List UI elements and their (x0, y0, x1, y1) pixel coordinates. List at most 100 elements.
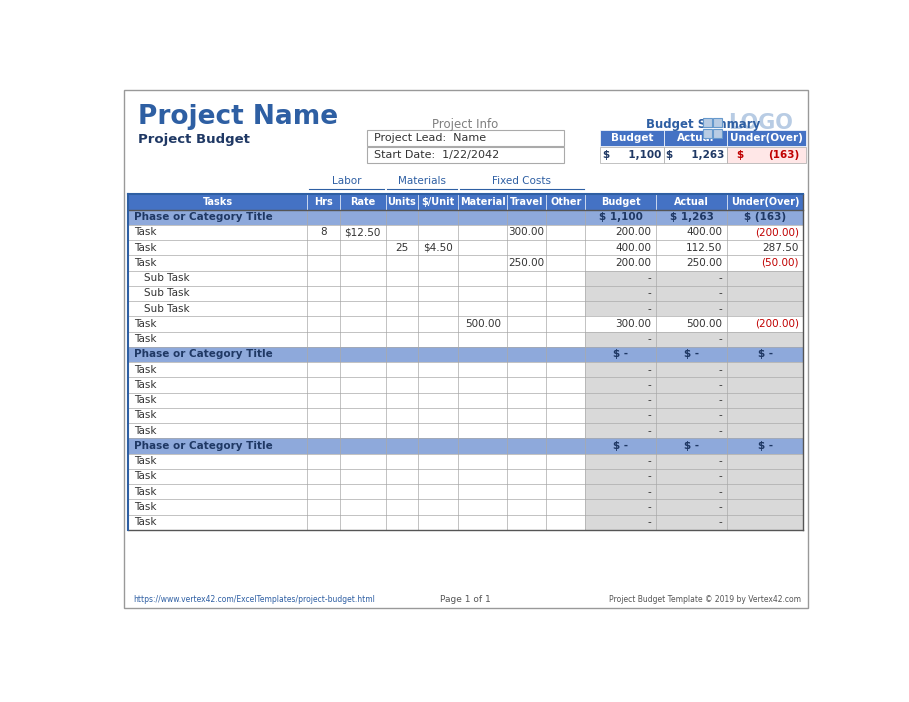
Text: $12.50: $12.50 (345, 227, 381, 237)
Text: https://www.vertex42.com/ExcelTemplates/project-budget.html: https://www.vertex42.com/ExcelTemplates/… (133, 595, 375, 604)
Text: $ 1,100: $ 1,100 (599, 212, 643, 223)
Bar (585, 484, 656, 499)
Bar (128, 469, 804, 484)
Text: 287.50: 287.50 (763, 243, 799, 253)
Bar (128, 453, 804, 469)
Text: Under(Over): Under(Over) (730, 133, 803, 143)
Text: -: - (719, 486, 723, 496)
Bar (128, 225, 804, 240)
Bar (128, 499, 804, 515)
Bar (727, 453, 804, 469)
Text: -: - (648, 289, 652, 298)
Bar (128, 347, 804, 362)
Text: -: - (719, 364, 723, 375)
Text: Materials: Materials (398, 176, 446, 186)
Text: LOGO: LOGO (728, 112, 793, 133)
Text: (200.00): (200.00) (754, 227, 799, 237)
Text: -: - (648, 411, 652, 420)
Text: Sub Task: Sub Task (144, 273, 189, 283)
Bar (656, 423, 727, 438)
Bar (128, 270, 804, 286)
Text: 112.50: 112.50 (686, 243, 723, 253)
Bar (727, 408, 804, 423)
Bar (727, 362, 804, 377)
Text: -: - (719, 425, 723, 436)
Bar (128, 423, 804, 438)
Text: Task: Task (134, 319, 156, 329)
Text: -: - (648, 425, 652, 436)
Text: $ 1,263: $ 1,263 (670, 212, 714, 223)
Text: Page 1 of 1: Page 1 of 1 (441, 595, 491, 604)
Text: -: - (648, 334, 652, 344)
Text: 8: 8 (320, 227, 326, 237)
Text: $4.50: $4.50 (424, 243, 453, 253)
Text: Project Info: Project Info (433, 118, 499, 131)
Bar (585, 408, 656, 423)
Text: $ -: $ - (758, 350, 773, 359)
Text: -: - (648, 502, 652, 512)
Text: Actual: Actual (677, 133, 714, 143)
Text: -: - (719, 395, 723, 405)
Bar (128, 331, 804, 347)
Bar (128, 484, 804, 499)
Bar (656, 469, 727, 484)
Text: -: - (648, 304, 652, 314)
Bar (128, 210, 804, 225)
Bar (600, 147, 664, 163)
Text: Budget Summary: Budget Summary (646, 118, 760, 131)
Bar (656, 331, 727, 347)
Text: Task: Task (134, 380, 156, 390)
Text: Project Name: Project Name (138, 104, 338, 130)
Bar (664, 131, 727, 146)
Bar (727, 515, 804, 530)
Bar (128, 240, 804, 256)
Bar (128, 362, 804, 377)
Text: 200.00: 200.00 (615, 258, 652, 268)
Text: 200.00: 200.00 (615, 227, 652, 237)
Text: Task: Task (134, 411, 156, 420)
Bar (585, 515, 656, 530)
Text: Sub Task: Sub Task (144, 304, 189, 314)
Bar (703, 118, 712, 127)
Text: Travel: Travel (510, 197, 544, 207)
Text: -: - (719, 472, 723, 482)
Text: Tasks: Tasks (203, 197, 233, 207)
Text: Material: Material (460, 197, 505, 207)
Bar (128, 408, 804, 423)
Bar (727, 377, 804, 392)
Text: Task: Task (134, 258, 156, 268)
Text: Project Lead:  Name: Project Lead: Name (375, 133, 486, 143)
Text: 300.00: 300.00 (509, 227, 544, 237)
Bar (727, 286, 804, 301)
Bar (128, 317, 804, 331)
Text: Task: Task (134, 227, 156, 237)
Text: -: - (648, 273, 652, 283)
Text: Task: Task (134, 456, 156, 466)
Text: Actual: Actual (674, 197, 709, 207)
Text: (200.00): (200.00) (754, 319, 799, 329)
Bar (727, 423, 804, 438)
Text: Fixed Costs: Fixed Costs (493, 176, 552, 186)
Text: Units: Units (387, 197, 416, 207)
Text: -: - (719, 334, 723, 344)
Text: -: - (648, 380, 652, 390)
Text: Other: Other (550, 197, 582, 207)
Text: 250.00: 250.00 (508, 258, 544, 268)
Bar (727, 499, 804, 515)
Text: 300.00: 300.00 (615, 319, 652, 329)
Text: Task: Task (134, 364, 156, 375)
Bar (128, 515, 804, 530)
Text: -: - (648, 395, 652, 405)
Text: -: - (719, 411, 723, 420)
Text: -: - (648, 364, 652, 375)
Text: $ -: $ - (684, 441, 699, 451)
Bar (727, 484, 804, 499)
Text: Budget: Budget (611, 133, 654, 143)
Text: Project Budget: Project Budget (138, 133, 250, 146)
Bar (727, 331, 804, 347)
Bar (585, 499, 656, 515)
Bar (727, 469, 804, 484)
Bar (656, 484, 727, 499)
Text: 400.00: 400.00 (615, 243, 652, 253)
Text: $ -: $ - (684, 350, 699, 359)
